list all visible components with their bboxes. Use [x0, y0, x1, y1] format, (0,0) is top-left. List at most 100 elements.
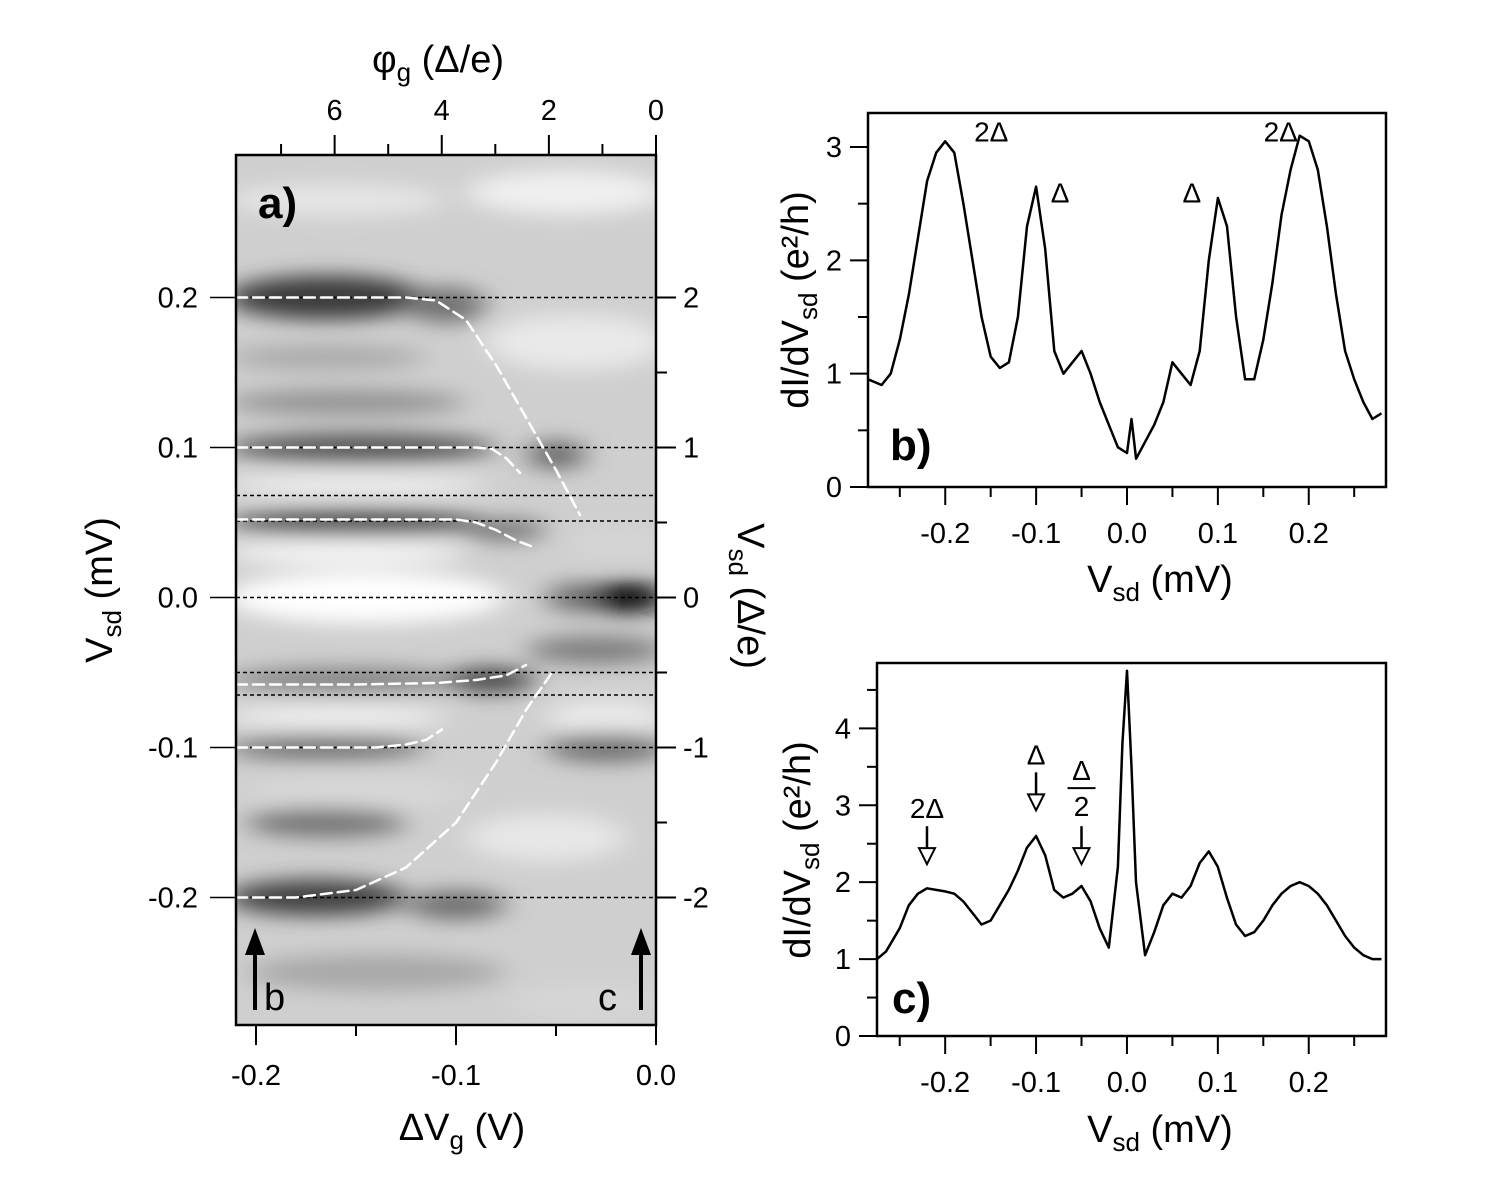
peak-annotation: 2Δ	[1264, 116, 1298, 147]
panel-c-frame	[875, 661, 1388, 1038]
panel-b-y-axis-title: dI/dVsd (e²/h)	[775, 191, 823, 409]
y-tick-label: 0.1	[158, 433, 198, 465]
heatmap-band	[466, 813, 626, 862]
panel-a-right-axis-title: Vsd (Δ/e)	[723, 523, 771, 669]
panel-a-top-axis-title: φg (Δ/e)	[372, 39, 504, 87]
dashed-guide-curve	[234, 296, 582, 517]
x-tick-label: 0.2	[1289, 518, 1329, 550]
right-tick-label: 1	[683, 433, 699, 465]
panel-a: -0.2 -0.1 0.06 4 2 00.20.10.0-0.1-0.2210-1-2 …	[79, 39, 771, 1155]
dashed-guide-curves	[234, 296, 582, 899]
y-tick-label: 2	[835, 867, 851, 899]
heatmap-band	[526, 636, 656, 664]
annotation-arrow-head	[1026, 793, 1046, 813]
peak-annotation: Δ	[1051, 177, 1070, 208]
y-tick-label: 4	[835, 713, 851, 745]
y-tick-label: 0.0	[158, 583, 198, 615]
right-tick-label: -2	[683, 883, 709, 915]
panel-c-data-line	[876, 669, 1382, 961]
x-tick-label: -0.1	[1011, 518, 1061, 550]
heatmap-band	[486, 314, 656, 371]
annotation-arrow-head	[917, 847, 937, 867]
heatmap-band	[236, 510, 486, 535]
right-tick-label: 0	[683, 583, 699, 615]
panel-b-annotations: 2Δ Δ Δ 2Δ	[974, 116, 1298, 208]
dashed-guide-curve	[234, 728, 444, 749]
heatmap-band	[546, 699, 656, 736]
panel-a-x-axis-title: ΔVg (V)	[399, 1107, 525, 1155]
panel-a-frame	[234, 153, 658, 1027]
y-tick-label: 3	[826, 132, 842, 164]
heatmap-band	[236, 668, 466, 692]
heatmap-band	[236, 475, 486, 495]
y-tick-label: 3	[835, 790, 851, 822]
peak-annotation: Δ	[1027, 739, 1046, 770]
heatmap-band	[466, 170, 656, 215]
heatmap-band	[236, 705, 446, 730]
x-tick-label: 0.2	[1289, 1067, 1329, 1099]
heatmap-band	[506, 984, 656, 1021]
arrow-c-label: c	[598, 977, 617, 1019]
heatmap-intensity-map	[236, 170, 656, 1021]
panel-a-label: a)	[258, 179, 297, 228]
heatmap-band	[246, 954, 506, 991]
top-tick-label: 6	[327, 95, 343, 127]
heatmap-band	[236, 184, 446, 216]
top-tick-label: 2	[541, 95, 557, 127]
heatmap-band	[236, 390, 466, 415]
dashed-guide-curve	[234, 671, 554, 899]
panel-b-data-line	[867, 134, 1383, 460]
heatmap-band	[406, 287, 486, 323]
panel-c-axes: -0.2 -0.1 0.0 0.1 0.2 0 1 2 3 4	[835, 688, 1356, 1099]
y-tick-label: 2	[826, 245, 842, 277]
arrow-c: c	[598, 928, 651, 1019]
x-tick-label: -0.2	[920, 1067, 970, 1099]
annotation-denominator: 2	[1074, 791, 1090, 822]
right-tick-label: -1	[683, 733, 709, 765]
panel-a-y-axis-title: Vsd (mV)	[79, 517, 127, 663]
x-tick-label: 0.0	[1107, 518, 1147, 550]
heatmap-band	[566, 529, 656, 561]
heatmap-band	[546, 733, 656, 762]
right-tick-label: 2	[683, 283, 699, 315]
dashed-guide-curve	[234, 663, 528, 686]
y-tick-label: 0	[826, 472, 842, 504]
peak-annotation: 2Δ	[974, 116, 1008, 147]
x-tick-label: -0.1	[431, 1060, 481, 1092]
top-tick-label: 4	[434, 95, 450, 127]
heatmap-band	[446, 668, 536, 692]
arrow-b: b	[245, 928, 285, 1019]
heatmap-band	[236, 345, 426, 370]
arrow-b-label: b	[264, 977, 285, 1019]
annotation-arrow-head	[1071, 847, 1092, 867]
x-tick-label: -0.2	[920, 518, 970, 550]
heatmap-band	[246, 808, 406, 837]
x-tick-label: -0.2	[231, 1060, 281, 1092]
peak-annotation: 2Δ	[910, 793, 944, 824]
panel-c-x-axis-title: Vsd (mV)	[1087, 1109, 1233, 1157]
x-tick-label: 0.0	[636, 1060, 676, 1092]
heatmap-band	[236, 540, 466, 565]
y-tick-label: -0.1	[148, 733, 198, 765]
y-tick-label: 0.2	[158, 283, 198, 315]
x-tick-label: -0.1	[1011, 1067, 1061, 1099]
dashed-guide-curve	[234, 446, 522, 475]
panel-b-frame	[866, 111, 1388, 489]
panel-b-axes: -0.2 -0.1 0.0 0.1 0.2 0 1 2 3	[826, 132, 1356, 550]
panel-c-y-axis-title: dI/dVsd (e²/h)	[777, 741, 825, 959]
peak-annotation: Δ	[1183, 177, 1202, 208]
x-tick-label: 0.1	[1198, 1067, 1238, 1099]
x-tick-label: 0.0	[1107, 1067, 1147, 1099]
heatmap-band	[406, 891, 506, 919]
panel-b-x-axis-title: Vsd (mV)	[1087, 559, 1233, 607]
y-tick-label: 0	[835, 1021, 851, 1053]
panel-a-axes: -0.2 -0.1 0.0 6 4 2 0 0.2 0.1 0.0 -0.1 -0.2 2 1 0 -1 -2	[148, 95, 709, 1092]
panel-b-label: b)	[890, 421, 932, 470]
annotation-numerator: Δ	[1072, 755, 1091, 786]
y-tick-label: 1	[835, 944, 851, 976]
y-tick-label: -0.2	[148, 883, 198, 915]
top-tick-label: 0	[648, 95, 664, 127]
heatmap-band	[466, 520, 546, 540]
